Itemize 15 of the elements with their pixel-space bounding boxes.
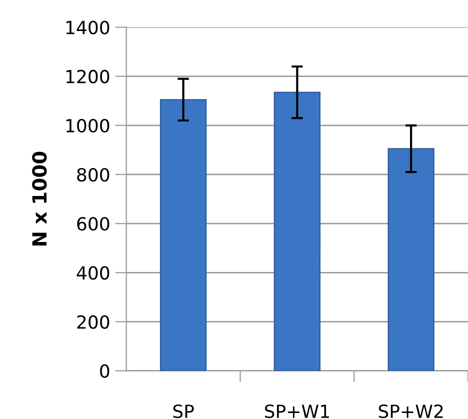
y-tick-label: 1200 <box>66 70 110 84</box>
y-tick-label: 400 <box>76 266 110 280</box>
bar <box>160 99 207 371</box>
y-tick-label: 0 <box>100 364 110 378</box>
y-axis-title: N x 1000 <box>32 152 47 246</box>
y-tick-label: 200 <box>77 315 110 329</box>
y-tick-label: 1000 <box>66 118 110 133</box>
bar <box>388 148 434 371</box>
bar <box>274 92 321 371</box>
x-tick-label: SP <box>173 404 194 418</box>
x-tick-label: SP+W1 <box>264 404 329 418</box>
y-tick-label: 600 <box>77 217 110 231</box>
y-tick-label: 800 <box>77 168 110 182</box>
y-tick-label: 1400 <box>66 20 110 34</box>
x-tick-label: SP+W2 <box>378 404 443 418</box>
